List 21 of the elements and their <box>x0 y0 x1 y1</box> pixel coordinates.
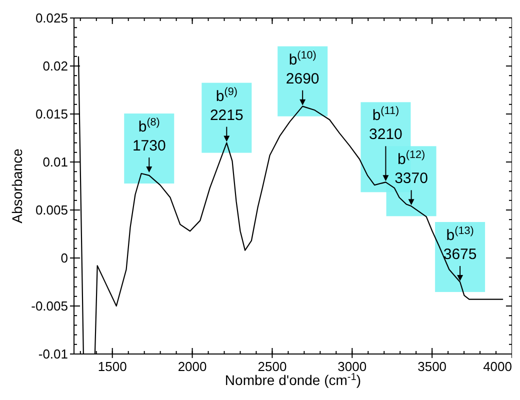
x-tick-label: 3000 <box>338 359 367 374</box>
y-tick-label: 0.015 <box>35 106 68 122</box>
y-tick-label: 0.025 <box>35 10 68 26</box>
annotation: b$^{(8)}$ 1730 <box>132 116 166 155</box>
y-tick-label: 0.02 <box>42 58 68 74</box>
x-tick-label: 2000 <box>178 359 207 374</box>
x-tick-label: 4000 <box>483 359 512 374</box>
annotation: b$^{(9)}$ 2215 <box>210 86 244 124</box>
x-tick-label: 1500 <box>98 359 127 374</box>
y-axis-title: Absorbance <box>9 148 25 224</box>
y-tick-label: -0.005 <box>31 298 68 314</box>
x-tick-label: 3500 <box>418 359 447 374</box>
x-axis-title: Nombre d'onde (cm$^{-1}$) <box>224 372 362 388</box>
y-tick-label: 0.005 <box>35 202 68 218</box>
y-tick-label: -0.01 <box>38 346 68 362</box>
annotation: b$^{(12)}$ 3370 <box>394 149 428 188</box>
annotation: b$^{(13)}$ 3675 <box>443 225 477 263</box>
y-tick-label: 0.01 <box>42 154 68 170</box>
y-tick-label: 0 <box>60 250 68 266</box>
annotation: b$^{(10)}$ 2690 <box>286 49 320 88</box>
x-tick-label: 2500 <box>258 359 287 374</box>
